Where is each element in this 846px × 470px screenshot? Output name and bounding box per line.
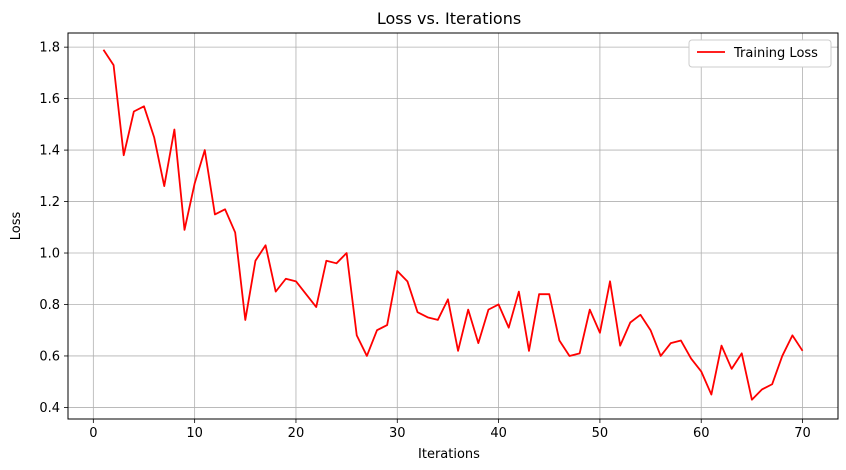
x-tick-label: 30 [389,426,406,441]
y-tick-label: 0.8 [39,298,60,313]
y-tick-label: 1.8 [39,41,60,56]
plot-frame [67,32,839,420]
y-tick-label: 1.2 [39,195,60,210]
x-tick-label: 10 [186,426,203,441]
y-tick-label: 1.0 [39,247,60,262]
ticks: 0 10 20 30 40 50 60 70 0.4 0.6 0.8 1.0 1.2 1.4 1.6 1.8 [39,41,811,441]
x-axis-title: Iterations [418,447,480,462]
y-tick-label: 1.6 [39,92,60,107]
legend-label-training-loss: Training Loss [733,46,818,61]
series-layer [102,49,804,401]
x-tick-label: 60 [693,426,710,441]
x-tick-label: 20 [288,426,305,441]
x-tick-label: 70 [794,426,811,441]
chart-title: Loss vs. Iterations [377,9,521,28]
x-tick-label: 40 [490,426,507,441]
grid-lines [68,33,838,419]
y-tick-label: 0.6 [39,349,60,364]
legend-box [688,39,832,68]
legend: Training Loss [688,39,832,68]
series-line-training-loss [102,49,804,401]
x-tick-label: 50 [592,426,609,441]
y-tick-label: 0.4 [39,401,60,416]
y-tick-label: 1.4 [39,144,60,159]
y-axis-title: Loss [9,212,24,241]
x-tick-label: 0 [89,426,97,441]
